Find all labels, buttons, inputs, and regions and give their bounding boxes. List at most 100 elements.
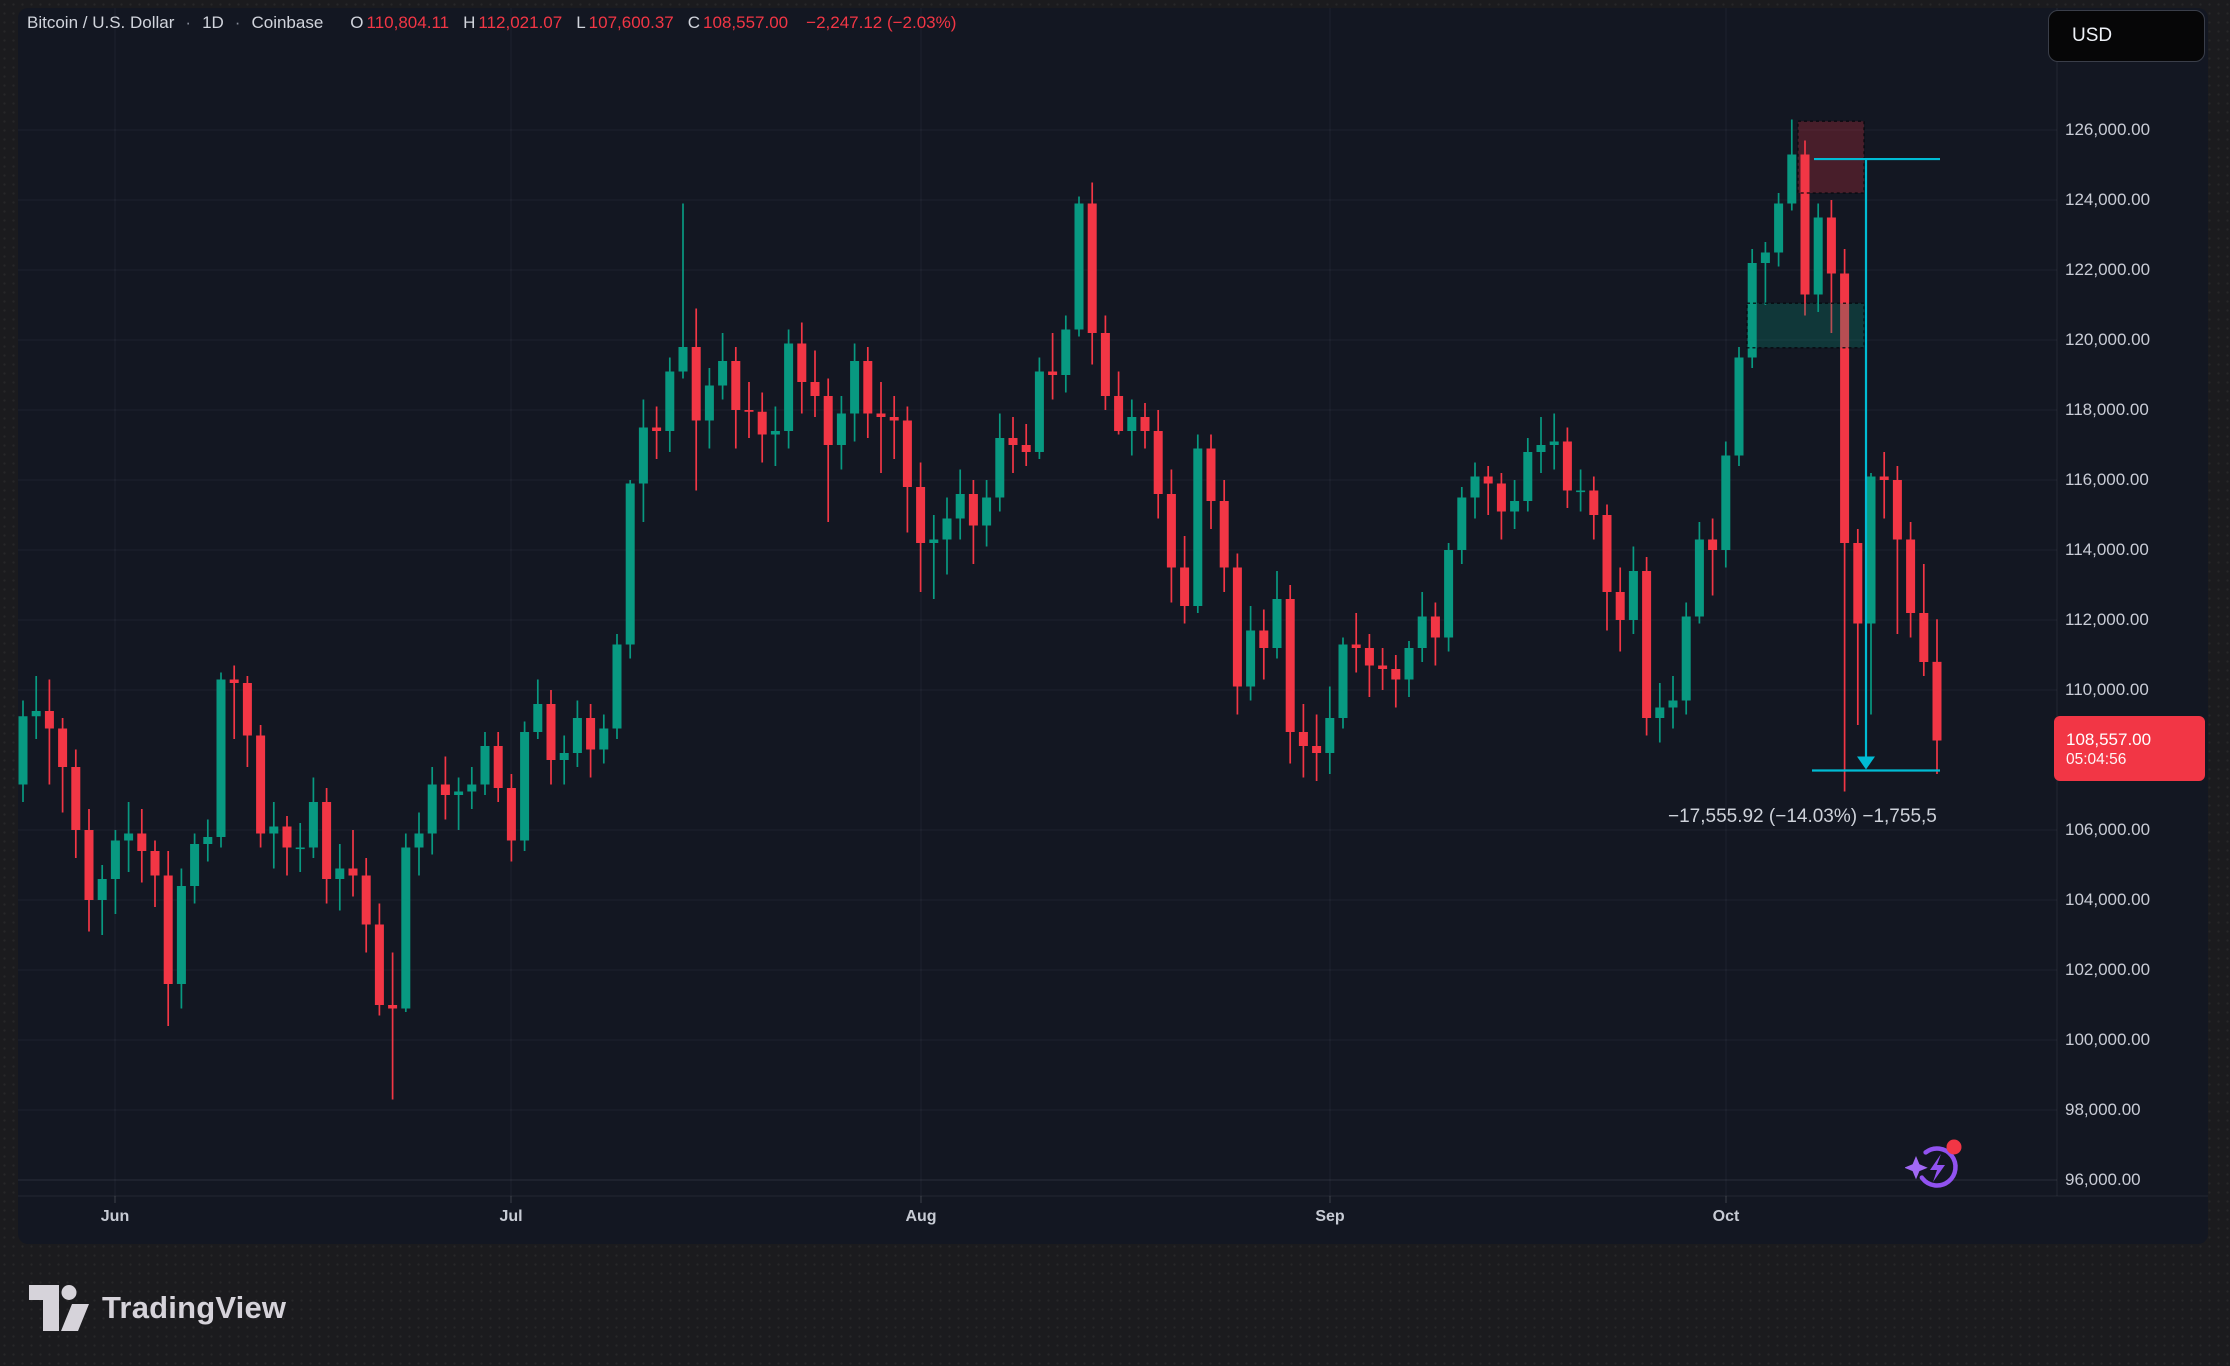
candle — [1087, 182, 1097, 365]
candle — [84, 809, 94, 932]
candle — [638, 399, 648, 522]
candle — [480, 732, 490, 795]
candle — [493, 732, 503, 802]
price-axis-label: 116,000.00 — [2065, 470, 2149, 489]
candle — [1298, 704, 1308, 778]
plot-area[interactable] — [18, 8, 2057, 1196]
price-axis-label: 104,000.00 — [2065, 890, 2151, 909]
candle — [1853, 529, 1863, 725]
candle — [269, 802, 279, 869]
grid-lines — [18, 8, 2057, 1196]
candle — [1747, 249, 1757, 368]
candle — [44, 679, 54, 785]
candle — [1906, 522, 1916, 638]
tradingview-logo[interactable]: TradingView — [28, 1284, 286, 1332]
candle — [322, 788, 332, 904]
candle — [467, 767, 477, 809]
candle — [1378, 648, 1388, 690]
candle — [1510, 480, 1520, 529]
price-axis[interactable]: 126,000.00 124,000.00 122,000.00 120,000.00… — [2058, 8, 2208, 1196]
candle — [110, 830, 120, 914]
lightning-bolt-icon — [1930, 1154, 1945, 1182]
candle — [1840, 249, 1850, 792]
candle — [836, 396, 846, 470]
candle — [770, 406, 780, 466]
candle — [414, 812, 424, 876]
currency-toggle-button[interactable]: USD — [2048, 10, 2205, 62]
candle — [546, 690, 556, 785]
candle — [757, 392, 767, 463]
month-label: Jul — [499, 1208, 523, 1225]
candle — [124, 802, 134, 872]
candle — [810, 350, 820, 417]
spark-lightning-icon[interactable] — [1905, 1136, 1967, 1198]
candle — [1774, 193, 1784, 267]
candle — [242, 676, 252, 767]
candle — [520, 721, 530, 851]
candle — [1602, 504, 1612, 631]
ohlc-readout: O 110,804.11 H 112,021.07 L 107,600.37 C 108… — [350, 13, 956, 33]
candle — [1219, 480, 1229, 592]
chart-panel — [18, 8, 2208, 1244]
arrow-down-icon — [1857, 756, 1875, 770]
candle — [968, 480, 978, 564]
candle — [1483, 466, 1493, 515]
candles — [18, 119, 1942, 1100]
candle — [586, 704, 596, 778]
timeframe-selector[interactable]: 1D — [202, 13, 224, 32]
candle — [1338, 637, 1348, 729]
symbol-name[interactable]: Bitcoin / U.S. Dollar — [27, 13, 175, 32]
candle — [718, 333, 728, 400]
candle — [1615, 567, 1625, 652]
candle — [1100, 315, 1110, 410]
time-axis[interactable]: Jun Jul Aug Sep Oct — [18, 1197, 2057, 1244]
candle — [1734, 347, 1744, 466]
candle — [506, 774, 516, 862]
supply-zone-box[interactable] — [1797, 120, 1865, 194]
measure-summary-text: −17,555.92 (−14.03%) −1,755,5 — [1668, 806, 1937, 827]
candle — [982, 480, 992, 547]
candle — [440, 756, 450, 820]
separator: · — [234, 13, 241, 32]
candle — [731, 347, 741, 449]
candle — [704, 368, 714, 449]
candle — [1721, 441, 1731, 568]
candle — [1272, 571, 1282, 659]
candle — [1826, 200, 1836, 333]
candle — [427, 767, 437, 855]
candle — [216, 672, 226, 848]
candle — [1246, 606, 1256, 701]
candle — [1800, 140, 1810, 316]
candle — [1549, 413, 1559, 470]
candle — [256, 725, 266, 848]
candle — [295, 823, 305, 872]
exchange-name[interactable]: Coinbase — [251, 13, 324, 32]
candle — [652, 406, 662, 459]
candle — [1232, 553, 1242, 715]
candle — [97, 865, 107, 935]
candle — [1536, 417, 1546, 473]
candle — [955, 469, 965, 540]
candle — [137, 809, 147, 883]
candle — [361, 858, 371, 953]
candle — [1008, 417, 1018, 473]
candle — [1919, 564, 1929, 676]
demand-zone-box[interactable] — [1746, 302, 1865, 349]
candle — [1562, 427, 1572, 508]
notification-dot — [1946, 1139, 1962, 1155]
candle — [625, 480, 635, 659]
candle — [1325, 686, 1335, 774]
candle — [1787, 119, 1797, 211]
price-axis-label: 126,000.00 — [2065, 120, 2151, 139]
high-value: 112,021.07 — [478, 13, 563, 32]
candle — [163, 851, 173, 1026]
candle — [454, 777, 464, 830]
measure-tool[interactable] — [1812, 157, 1940, 772]
candle — [1140, 403, 1150, 449]
price-axis-label: 100,000.00 — [2065, 1030, 2151, 1049]
logo-wordmark: TradingView — [102, 1290, 287, 1325]
price-axis-label: 102,000.00 — [2065, 960, 2151, 979]
candle — [1444, 543, 1454, 652]
month-label: Jun — [100, 1208, 130, 1225]
